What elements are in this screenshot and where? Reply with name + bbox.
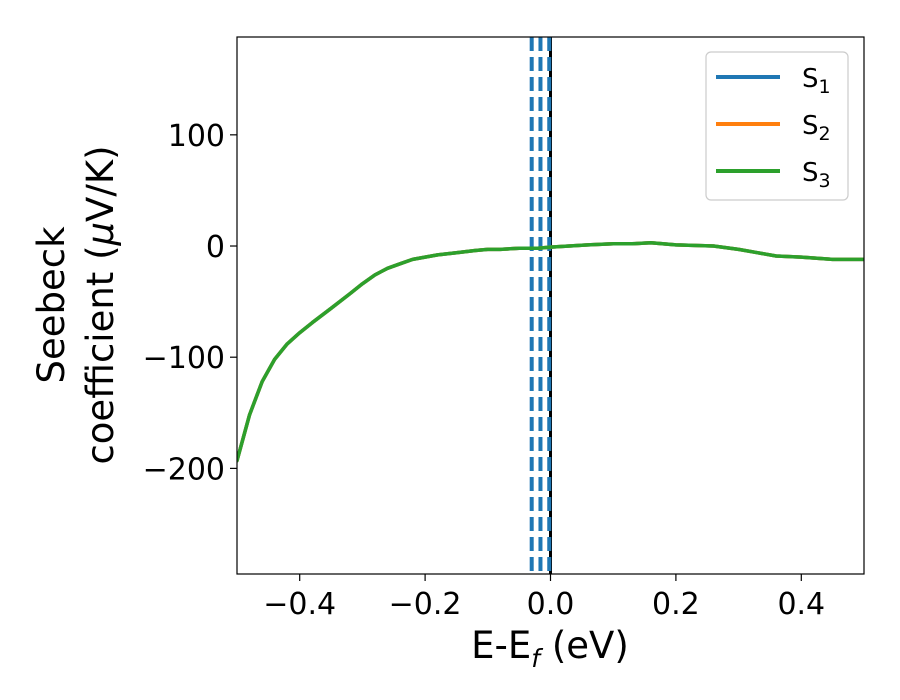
y-axis-title-mu: μ (79, 222, 122, 247)
y-tick-label: 0 (206, 230, 225, 265)
y-tick-label: 100 (168, 119, 225, 154)
x-tick-label: −0.4 (263, 587, 336, 622)
legend-label-s3: S3 (802, 158, 831, 192)
y-tick-label: −100 (143, 341, 225, 376)
legend-label-s2: S2 (802, 111, 831, 145)
legend-label-s3-name: S (802, 158, 819, 188)
x-tick-label: −0.2 (389, 587, 462, 622)
y-axis-title-line2: coefficient (μV/K) (79, 145, 122, 464)
series-line-s3 (237, 240, 864, 463)
y-tick-label: −200 (143, 452, 225, 487)
legend-label-s1: S1 (802, 64, 831, 98)
y-axis-ticks: −200 −100 0 100 (143, 119, 237, 487)
legend-label-s1-sub: 1 (819, 76, 831, 98)
y-axis-title-suffix: V/K) (79, 145, 122, 221)
y-axis-title-line1: Seebeck (30, 226, 73, 384)
legend-label-s2-name: S (802, 111, 819, 141)
x-axis-title: E-Ef (eV) (471, 624, 629, 673)
legend-label-s3-sub: 3 (819, 170, 831, 192)
x-axis-ticks: −0.4 −0.2 0.0 0.2 0.4 (263, 574, 825, 622)
x-tick-label: 0.4 (777, 587, 825, 622)
y-axis-title-prefix: coefficient ( (79, 245, 122, 464)
x-axis-title-unit: (eV) (540, 624, 629, 667)
x-tick-label: 0.2 (652, 587, 700, 622)
legend-label-s1-name: S (802, 64, 819, 94)
plot-lines (237, 37, 864, 574)
legend-label-s2-sub: 2 (819, 123, 831, 145)
legend: S1 S2 S3 (705, 51, 849, 201)
x-axis-title-main: E-E (471, 624, 531, 667)
x-tick-label: 0.0 (527, 587, 575, 622)
